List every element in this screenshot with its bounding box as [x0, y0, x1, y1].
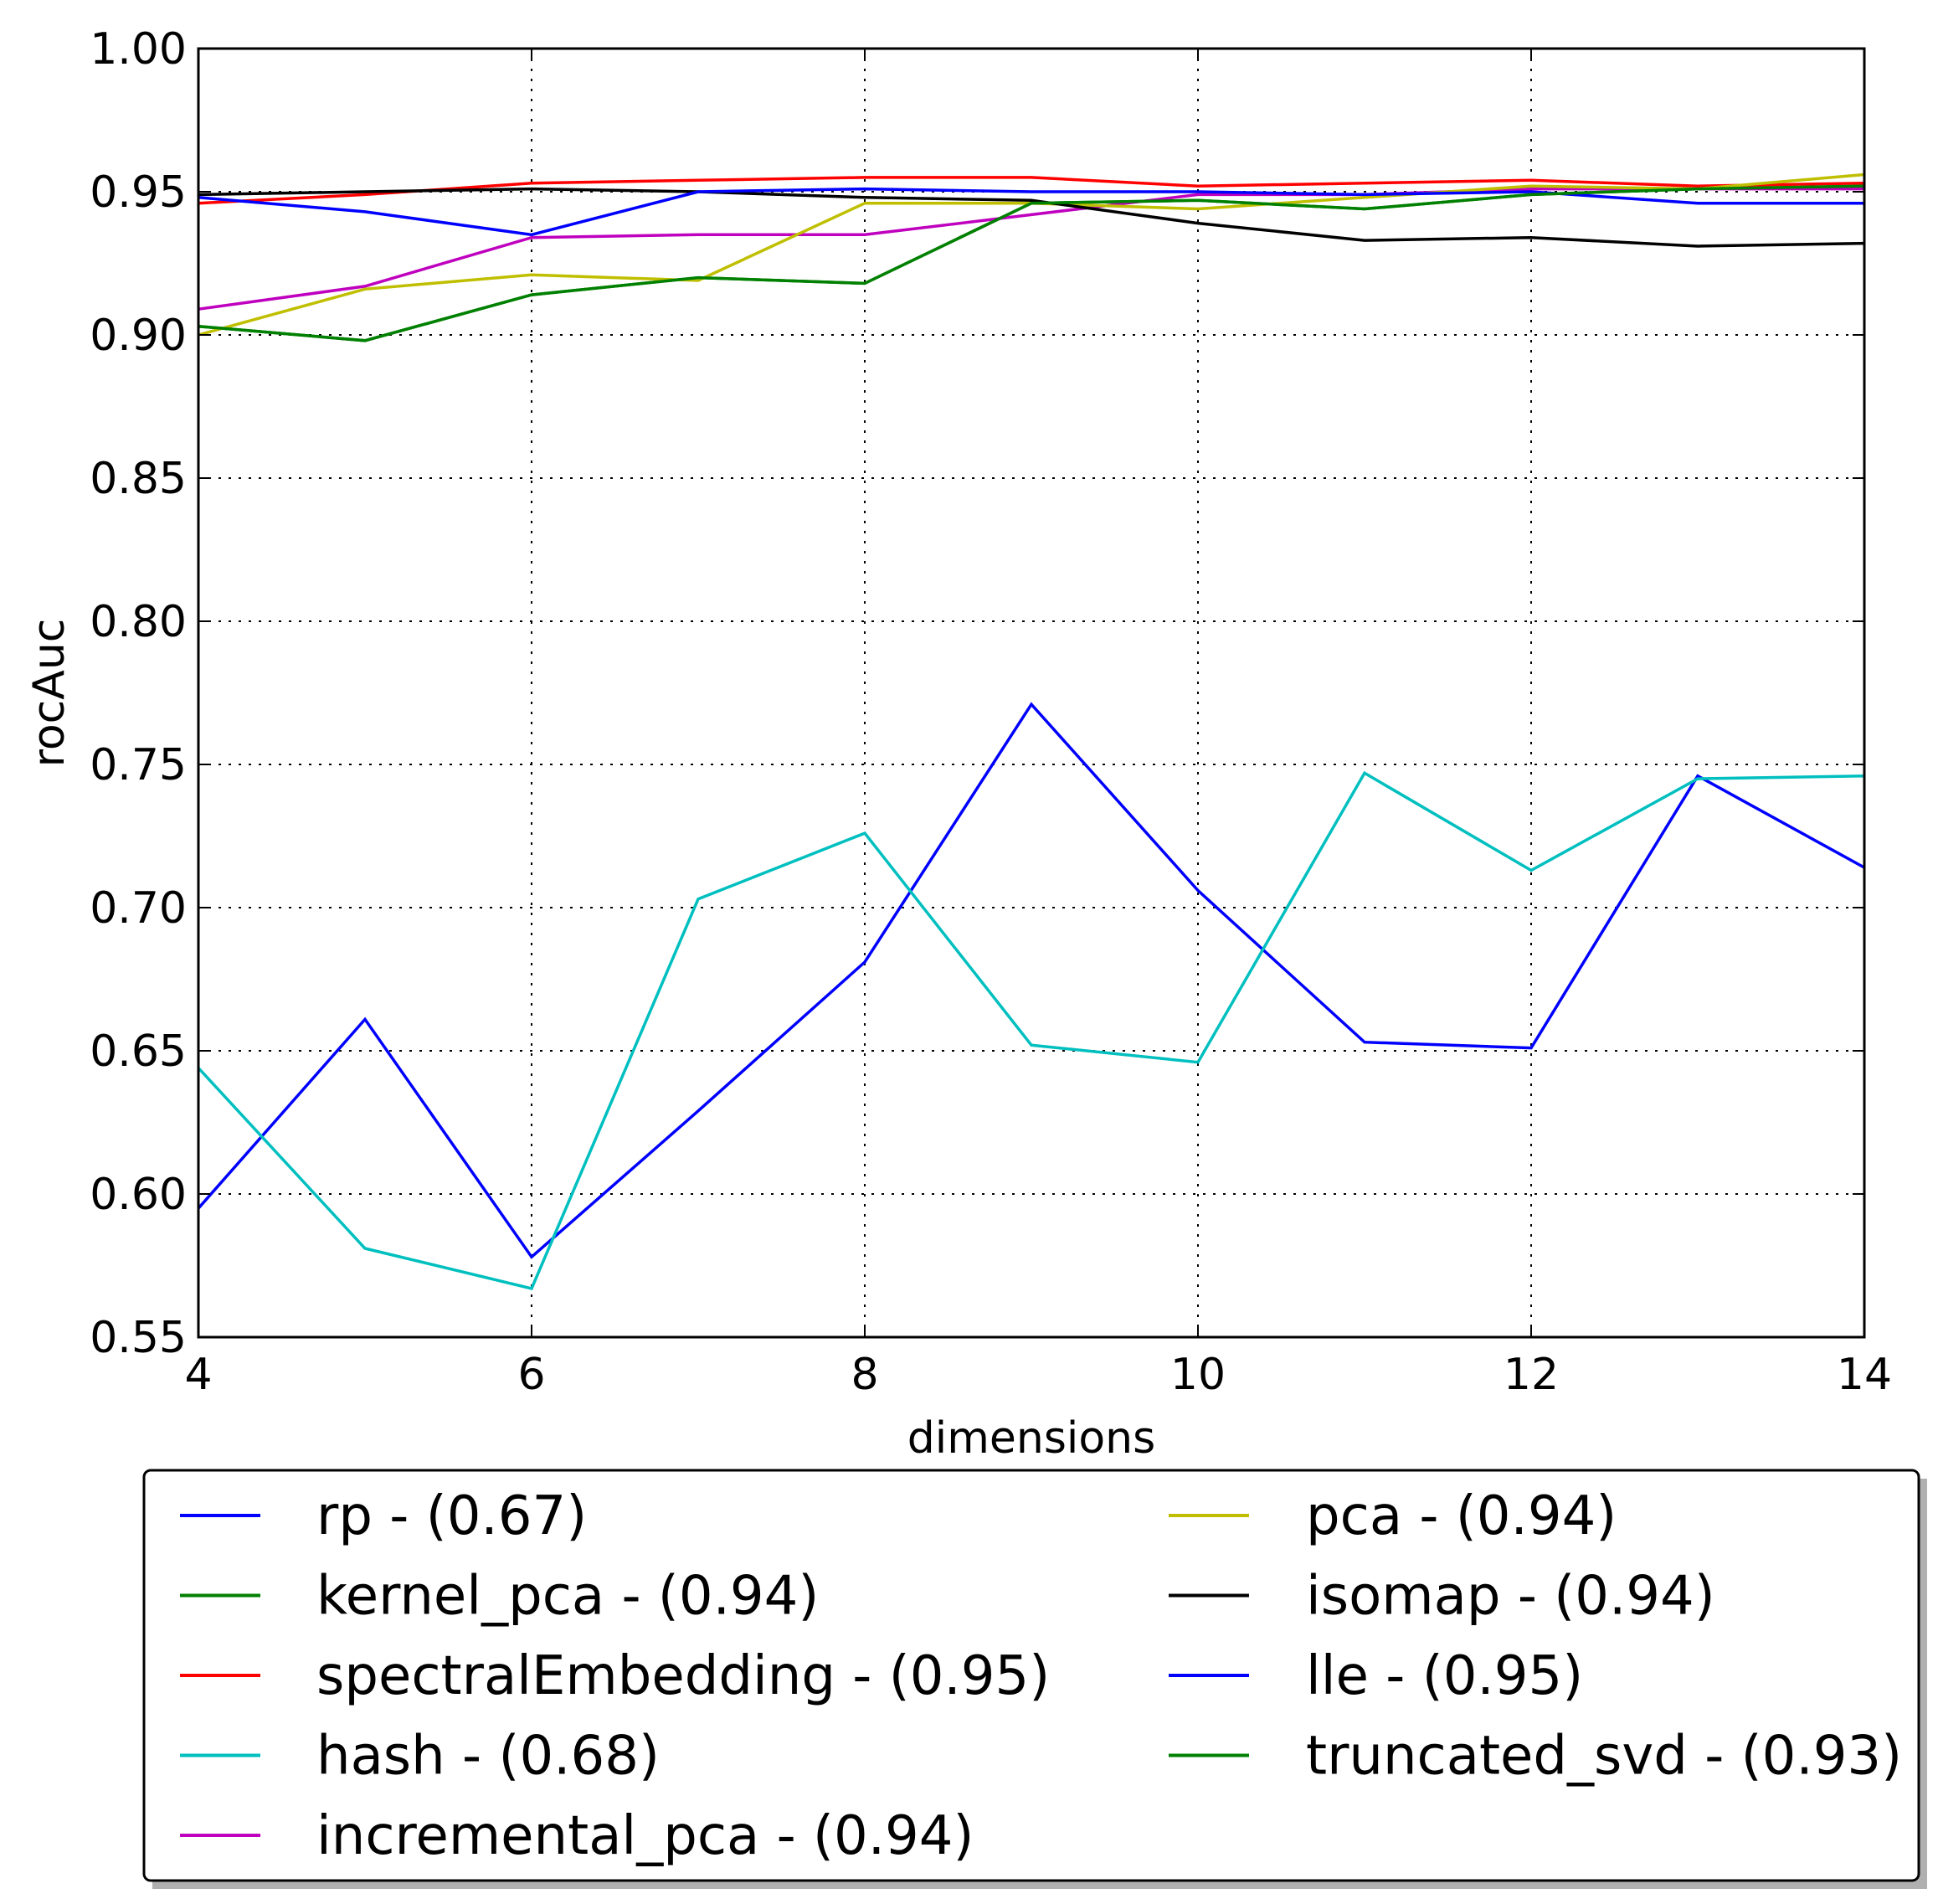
legend-label: pca - (0.94) [1306, 1485, 1617, 1547]
x-tick-label: 10 [1170, 1350, 1226, 1400]
axis-ticks: 4 6 8 10 12 14 0.55 0.60 0.65 0.70 0.75 0.80 0.85 0.9… [90, 24, 1892, 1400]
series-line-spectralEmbedding [198, 176, 1865, 205]
legend-label: lle - (0.95) [1306, 1645, 1583, 1707]
legend: rp - (0.67) kernel_pca - (0.94) spectralEm… [142, 1469, 1927, 1889]
y-tick-label: 1.00 [90, 24, 187, 75]
y-tick-label: 0.55 [90, 1313, 187, 1363]
x-tick-label: 12 [1504, 1350, 1559, 1400]
y-tick-label: 0.65 [90, 1027, 187, 1077]
series-line-truncated-svd [198, 184, 1865, 342]
series-line-hash [197, 770, 1865, 1290]
legend-box [142, 1469, 1920, 1882]
legend-items: rp - (0.67) kernel_pca - (0.94) spectralEm… [180, 1485, 1902, 1867]
y-axis-label: rocAuc [24, 619, 75, 768]
series-line-incremental-pca [198, 187, 1864, 311]
series-line-rp [197, 702, 1865, 1259]
y-tick-label: 0.75 [90, 740, 187, 790]
grid [198, 49, 1864, 1337]
legend-label: kernel_pca - (0.94) [316, 1566, 819, 1628]
y-tick-label: 0.90 [90, 311, 187, 361]
series-line-isomap [198, 187, 1865, 248]
x-tick-label: 14 [1837, 1350, 1892, 1400]
series-line-lle [198, 187, 1864, 237]
x-tick-label: 4 [184, 1350, 212, 1400]
legend-label: spectralEmbedding - (0.95) [316, 1645, 1050, 1707]
legend-label: hash - (0.68) [316, 1726, 660, 1788]
series-lines [197, 172, 1865, 1290]
y-tick-label: 0.80 [90, 597, 187, 647]
plot-frame [197, 47, 1866, 1339]
x-axis-label: dimensions [907, 1413, 1155, 1464]
legend-label: isomap - (0.94) [1306, 1566, 1715, 1628]
y-tick-label: 0.85 [90, 454, 187, 504]
x-tick-label: 6 [517, 1350, 545, 1400]
legend-label: incremental_pca - (0.94) [316, 1805, 974, 1867]
y-tick-label: 0.95 [90, 167, 187, 218]
y-tick-label: 0.60 [90, 1170, 187, 1220]
y-tick-label: 0.70 [90, 883, 187, 934]
x-tick-label: 8 [851, 1350, 878, 1400]
legend-label: truncated_svd - (0.93) [1306, 1726, 1902, 1788]
legend-label: rp - (0.67) [316, 1485, 587, 1547]
